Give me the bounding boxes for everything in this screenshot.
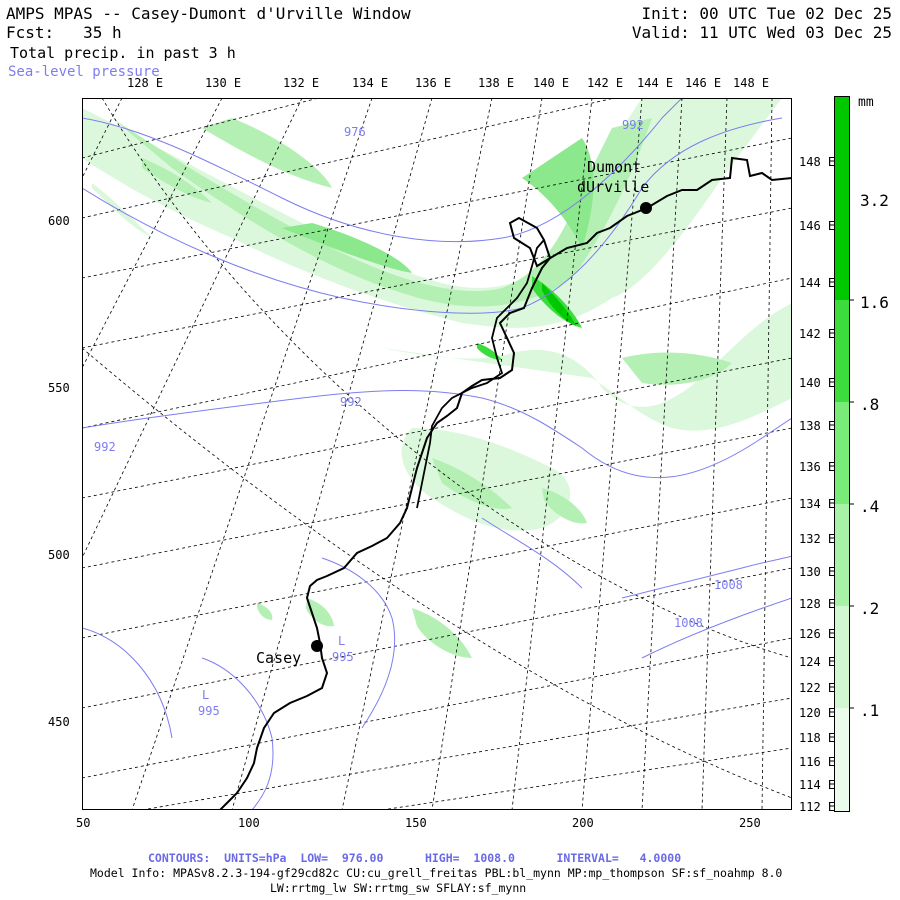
- lon-label: 138 E: [799, 419, 836, 433]
- model-info-physics: LW:rrtmg_lw SW:rrtmg_sw SFLAY:sf_mynn: [270, 881, 527, 895]
- y-axis-label: 550: [48, 381, 70, 395]
- lon-label: 144 E: [637, 76, 674, 90]
- lon-label: 128 E: [127, 76, 164, 90]
- station-label: Dumont: [587, 158, 641, 176]
- pressure-contours: [82, 98, 792, 810]
- lon-label: 132 E: [283, 76, 320, 90]
- legend-swatch: [834, 402, 850, 504]
- x-axis-label: 100: [238, 816, 260, 830]
- x-axis-label: 250: [739, 816, 761, 830]
- contour-label: 992: [340, 395, 362, 409]
- x-axis-label: 50: [76, 816, 91, 830]
- legend-level: 1.6: [860, 293, 889, 312]
- lon-label: 144 E: [799, 276, 836, 290]
- station-label: Casey: [256, 649, 301, 667]
- station-dumont-durville[interactable]: Dumont dUrville: [577, 158, 652, 214]
- legend-level: .2: [860, 599, 879, 618]
- legend-swatch: [834, 708, 850, 812]
- contour-labels: 976 992 992 992 1008 1008 995 995 L L: [94, 118, 743, 718]
- x-axis-label: 150: [405, 816, 427, 830]
- legend-level: .4: [860, 497, 879, 516]
- lon-label: 146 E: [685, 76, 722, 90]
- contour-label: 976: [344, 125, 366, 139]
- lon-label: 148 E: [733, 76, 770, 90]
- precip-field: [82, 98, 792, 658]
- lon-label: 140 E: [533, 76, 570, 90]
- legend-level: .8: [860, 395, 879, 414]
- coastline-inner: [416, 239, 545, 509]
- y-axis-label: 600: [48, 214, 70, 228]
- legend-unit: mm: [858, 96, 874, 110]
- lon-label: 142 E: [587, 76, 624, 90]
- lon-label: 120 E: [799, 706, 836, 720]
- station-dot: [311, 640, 323, 652]
- lon-label: 138 E: [478, 76, 515, 90]
- contour-label: 1008: [674, 616, 703, 630]
- contour-label: 992: [622, 118, 644, 132]
- lon-label: 146 E: [799, 219, 836, 233]
- contour-label: 992: [94, 440, 116, 454]
- lon-label: 142 E: [799, 327, 836, 341]
- lon-label: 130 E: [205, 76, 242, 90]
- lon-label: 130 E: [799, 565, 836, 579]
- legend-level: .1: [860, 701, 879, 720]
- map-title: AMPS MPAS -- Casey-Dumont d'Urville Wind…: [6, 4, 411, 23]
- lon-label: 112 E: [799, 800, 836, 814]
- valid-time: Valid: 11 UTC Wed 03 Dec 25: [631, 23, 892, 42]
- legend-swatch: [834, 606, 850, 708]
- contour-label: 1008: [714, 578, 743, 592]
- field-name: Total precip. in past 3 h: [10, 44, 236, 62]
- legend-swatch: [834, 96, 850, 300]
- legend-level: 3.2: [860, 191, 889, 210]
- lon-label: 116 E: [799, 755, 836, 769]
- lon-label: 136 E: [415, 76, 452, 90]
- forecast-hour: Fcst: 35 h: [6, 23, 122, 42]
- lon-label: 128 E: [799, 597, 836, 611]
- lon-label: 134 E: [799, 497, 836, 511]
- init-time: Init: 00 UTC Tue 02 Dec 25: [641, 4, 892, 23]
- contour-label: 995: [332, 650, 354, 664]
- model-info: Model Info: MPASv8.2.3-194-gf29cd82c CU:…: [90, 866, 783, 880]
- y-axis-label: 500: [48, 548, 70, 562]
- lon-label: 126 E: [799, 627, 836, 641]
- graticule: [82, 98, 792, 810]
- lon-label: 148 E: [799, 155, 836, 169]
- station-label: dUrville: [577, 178, 649, 196]
- lon-label: 118 E: [799, 731, 836, 745]
- coastline: [219, 156, 792, 810]
- precip-legend: mm 3.2 1.6 .8 .4 .2 .1: [834, 96, 889, 812]
- map-panel: 976 992 992 992 1008 1008 995 995 L L Du…: [82, 98, 792, 810]
- station-casey[interactable]: Casey: [256, 640, 323, 667]
- lon-label: 114 E: [799, 778, 836, 792]
- lon-label: 124 E: [799, 655, 836, 669]
- lon-label: 136 E: [799, 460, 836, 474]
- y-axis-label: 450: [48, 715, 70, 729]
- lon-label: 132 E: [799, 532, 836, 546]
- lon-label: 134 E: [352, 76, 389, 90]
- lon-label: 140 E: [799, 376, 836, 390]
- lon-label: 122 E: [799, 681, 836, 695]
- legend-swatch: [834, 504, 850, 606]
- x-axis-label: 200: [572, 816, 594, 830]
- station-dot: [640, 202, 652, 214]
- low-marker: L: [202, 688, 209, 702]
- contour-info: CONTOURS: UNITS=hPa LOW= 976.00 HIGH= 10…: [148, 851, 682, 865]
- overlay-name: Sea-level pressure: [8, 64, 160, 80]
- contour-label: 995: [198, 704, 220, 718]
- legend-swatch: [834, 300, 850, 402]
- low-marker: L: [338, 634, 345, 648]
